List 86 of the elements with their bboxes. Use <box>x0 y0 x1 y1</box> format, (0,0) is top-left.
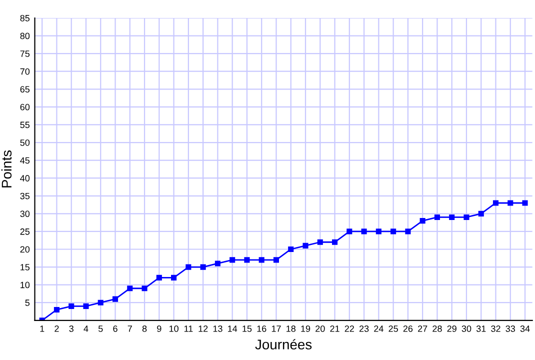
x-tick-label: 4 <box>84 326 88 332</box>
y-tick-label: 70 <box>20 68 30 75</box>
x-tick-label: 23 <box>359 326 369 332</box>
point <box>244 257 250 263</box>
y-tick-label: 20 <box>20 246 30 253</box>
x-tick-label: 9 <box>157 326 162 332</box>
x-tick-label: 17 <box>272 326 281 332</box>
x-tick-label: 1 <box>40 326 44 332</box>
x-tick-label: 29 <box>447 326 456 332</box>
point <box>230 257 236 263</box>
y-tick-label: 55 <box>20 122 30 128</box>
y-tick-label: 85 <box>20 14 30 22</box>
x-tick-label: 27 <box>418 326 428 332</box>
x-tick-label: 11 <box>184 326 193 332</box>
y-tick-label: 5 <box>25 300 30 306</box>
point <box>171 274 177 280</box>
point <box>68 303 74 309</box>
x-tick-label: 19 <box>301 326 310 332</box>
y-tick-label: 30 <box>20 210 30 218</box>
y-tick-label: 25 <box>20 228 30 235</box>
point <box>142 286 148 292</box>
y-tick-label: 50 <box>20 139 30 146</box>
point <box>302 242 308 248</box>
y-tick-label: 75 <box>20 50 30 57</box>
x-tick-label: 8 <box>142 326 147 332</box>
point <box>258 257 264 263</box>
point <box>317 239 323 245</box>
x-tick-label: 5 <box>98 326 103 332</box>
x-tick-label: 31 <box>476 326 486 332</box>
x-tick-label: 10 <box>169 326 178 332</box>
point <box>449 214 455 220</box>
x-tick-label: 25 <box>388 326 398 332</box>
x-tick-label: 20 <box>316 326 325 332</box>
y-tick-label: 60 <box>20 104 30 110</box>
point <box>464 214 470 220</box>
x-tick-label: 3 <box>69 326 74 332</box>
x-tick-label: 22 <box>344 326 354 332</box>
point <box>405 228 411 234</box>
point <box>346 228 352 234</box>
point <box>214 260 220 266</box>
point <box>200 264 206 270</box>
point <box>156 274 162 280</box>
point <box>332 239 338 245</box>
y-tick-label: 45 <box>20 157 30 164</box>
point <box>434 214 440 220</box>
point <box>127 286 133 292</box>
y-tick-label: 65 <box>20 86 30 93</box>
x-tick-label: 14 <box>228 326 238 332</box>
point <box>273 257 280 263</box>
point <box>112 296 118 302</box>
y-tick-label: 10 <box>20 282 30 288</box>
point <box>54 306 60 313</box>
x-tick-label: 32 <box>491 326 500 332</box>
point <box>478 210 484 216</box>
y-axis-title: Points <box>1 150 12 188</box>
x-tick-label: 2 <box>54 326 59 332</box>
x-tick-label: 34 <box>520 326 530 332</box>
x-tick-label: 18 <box>286 326 296 332</box>
x-tick-label: 28 <box>432 326 442 332</box>
point <box>420 218 426 224</box>
x-tick-label: 16 <box>257 326 266 332</box>
point <box>492 200 499 206</box>
x-tick-label: 26 <box>403 326 413 332</box>
x-tick-label: 30 <box>462 326 472 332</box>
x-tick-label: 15 <box>242 326 252 332</box>
x-tick-label: 21 <box>330 326 340 332</box>
y-tick-label: 35 <box>20 192 30 200</box>
point <box>376 228 382 234</box>
point <box>186 264 192 270</box>
y-tick-label: 40 <box>20 175 30 182</box>
point <box>508 200 514 206</box>
x-axis-title: Journées <box>255 339 312 350</box>
x-tick-label: 33 <box>506 326 515 332</box>
x-tick-label: 7 <box>128 326 132 332</box>
point <box>390 228 396 234</box>
y-tick-label: 80 <box>20 32 30 40</box>
point <box>522 200 528 206</box>
x-tick-label: 12 <box>198 326 208 332</box>
point <box>288 246 294 252</box>
x-tick-label: 13 <box>213 326 222 332</box>
x-tick-label: 24 <box>374 326 384 332</box>
point <box>83 303 89 309</box>
y-tick-label: 15 <box>20 264 30 270</box>
x-tick-label: 6 <box>113 326 118 332</box>
point <box>98 300 104 306</box>
point <box>361 228 367 234</box>
